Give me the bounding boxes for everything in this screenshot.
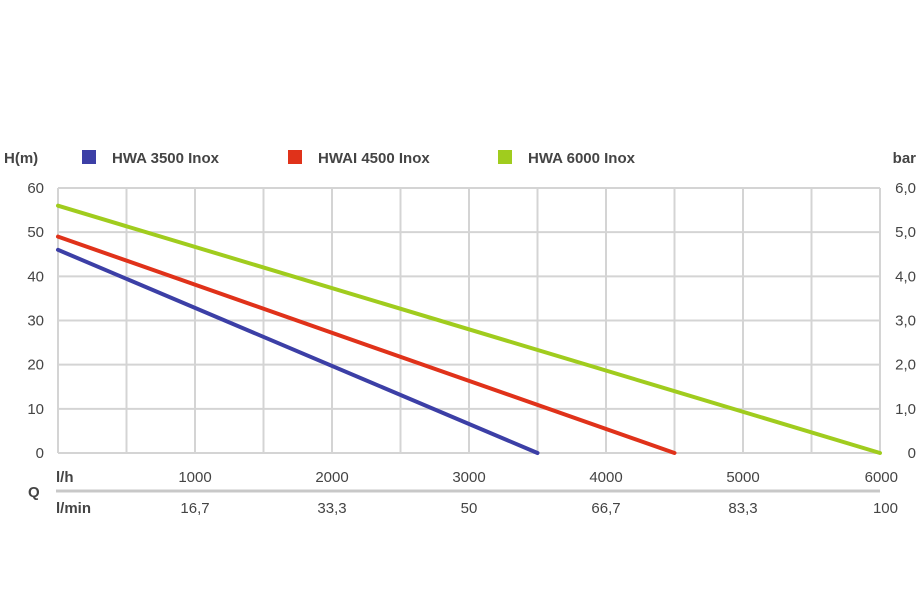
legend-label-3: HWA 6000 Inox bbox=[528, 150, 636, 167]
legend-label-1: HWA 3500 Inox bbox=[112, 150, 220, 167]
y-tick-label: 0 bbox=[36, 445, 44, 462]
x-unit-secondary: l/min bbox=[56, 500, 91, 517]
y-axis-right-ticks: 0 1,0 2,0 3,0 4,0 5,0 6,0 bbox=[895, 180, 916, 462]
grid bbox=[57, 187, 881, 454]
y-axis-label: H(m) bbox=[4, 150, 38, 167]
y-right-tick-label: 2,0 bbox=[895, 357, 916, 374]
x-secondary-tick-label: 33,3 bbox=[317, 500, 346, 517]
series-line-1 bbox=[56, 247, 540, 455]
y-tick-label: 60 bbox=[27, 180, 44, 197]
y-right-tick-label: 6,0 bbox=[895, 180, 916, 197]
x-tick-label: 5000 bbox=[726, 469, 759, 486]
x-secondary-tick-label: 83,3 bbox=[728, 500, 757, 517]
y-tick-label: 20 bbox=[27, 357, 44, 374]
y-tick-label: 10 bbox=[27, 401, 44, 418]
x-secondary-tick-label: 100 bbox=[873, 500, 898, 517]
y-right-tick-label: 1,0 bbox=[895, 401, 916, 418]
legend-swatch-2 bbox=[288, 150, 302, 164]
x-tick-label: 1000 bbox=[178, 469, 211, 486]
legend: HWA 3500 Inox HWAI 4500 Inox HWA 6000 Inox bbox=[82, 150, 636, 167]
y-tick-label: 50 bbox=[27, 224, 44, 241]
legend-label-2: HWAI 4500 Inox bbox=[318, 150, 430, 167]
x-axis: l/h Ql/min 1000 16,7 2000 33,3 3000 50 4000 66,7 5… bbox=[28, 469, 898, 517]
x-secondary-tick-label: 16,7 bbox=[180, 500, 209, 517]
y-right-tick-label: 3,0 bbox=[895, 313, 916, 330]
legend-swatch-3 bbox=[498, 150, 512, 164]
y-right-tick-label: 5,0 bbox=[895, 224, 916, 241]
series-line-2 bbox=[56, 234, 677, 455]
y-tick-label: 30 bbox=[27, 313, 44, 330]
x-unit-primary: l/h bbox=[56, 469, 74, 486]
y-right-tick-label: 0 bbox=[908, 445, 916, 462]
y-axis-right-label: bar bbox=[893, 150, 917, 167]
series-lines bbox=[56, 203, 882, 455]
y-axis-ticks: 0 10 20 30 40 50 60 bbox=[27, 180, 44, 462]
x-secondary-tick-label: 66,7 bbox=[591, 500, 620, 517]
y-right-tick-label: 4,0 bbox=[895, 268, 916, 285]
q-label: Q bbox=[28, 484, 40, 501]
legend-swatch-1 bbox=[82, 150, 96, 164]
x-tick-label: 2000 bbox=[315, 469, 348, 486]
x-tick-label: 6000 bbox=[865, 469, 898, 486]
y-tick-label: 40 bbox=[27, 268, 44, 285]
x-tick-label: 4000 bbox=[589, 469, 622, 486]
x-secondary-tick-label: 50 bbox=[461, 500, 478, 517]
series-line-3 bbox=[56, 203, 882, 455]
x-tick-label: 3000 bbox=[452, 469, 485, 486]
